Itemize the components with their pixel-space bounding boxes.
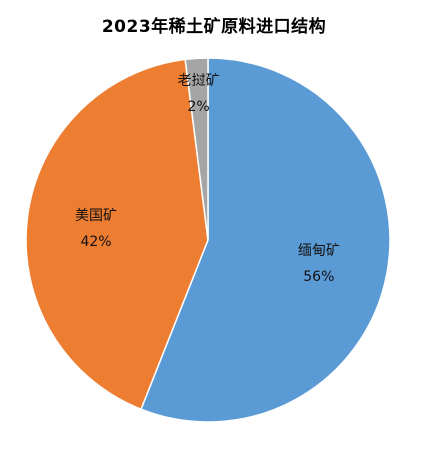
pie-labels: 缅甸矿 56% 美国矿 42% 老挝矿 2% — [75, 73, 340, 285]
pie-slice-3 — [184, 57, 209, 241]
slice-percent-label: 42% — [80, 234, 111, 250]
pie-slices — [25, 57, 391, 423]
pie-slice-1 — [140, 57, 391, 423]
chart-title: 2023年稀土矿原料进口结构 — [101, 17, 327, 37]
slice-percent-label: 2% — [188, 99, 210, 115]
slice-name-label: 老挝矿 — [178, 73, 220, 89]
slice-name-label: 美国矿 — [75, 208, 117, 224]
slice-name-label: 缅甸矿 — [298, 243, 340, 259]
pie-slice-2 — [25, 58, 209, 411]
slice-percent-label: 56% — [303, 269, 334, 285]
